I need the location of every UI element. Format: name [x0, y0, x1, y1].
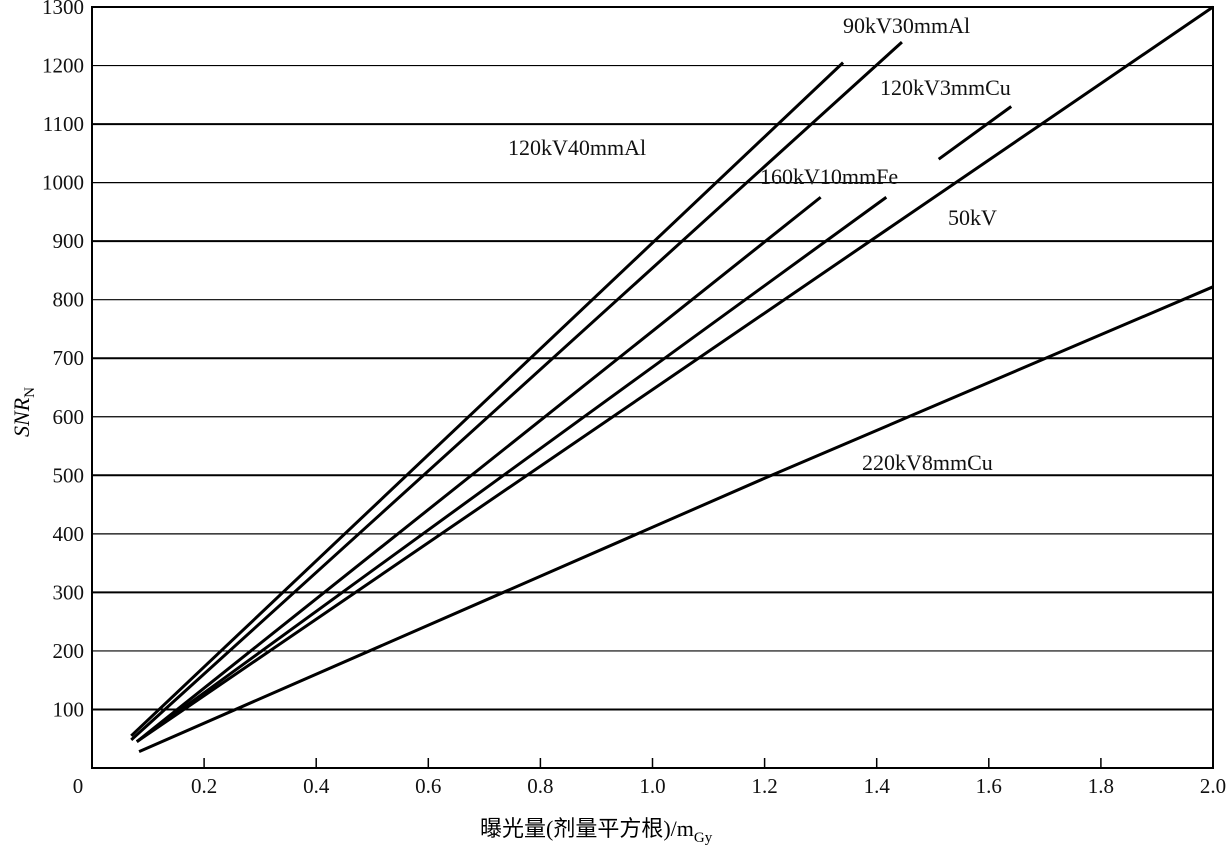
- x-tick-label: 0.8: [527, 774, 553, 798]
- series-90kv30mmal: [130, 41, 903, 742]
- x-tick-label: 1.8: [1088, 774, 1114, 798]
- y-tick-labels: 100 200 300 400 500 600 700 800 900 1000 1100 1200 1…: [42, 0, 84, 721]
- x-tick-label: 0.2: [191, 774, 217, 798]
- series-160kv10mmfe: [135, 196, 822, 743]
- y-axis-title: SNRN: [9, 387, 38, 437]
- series-labels: 90kV30mmAl 120kV3mmCu 120kV40mmAl 160kV1…: [508, 13, 1011, 475]
- y-tick-label: 400: [53, 522, 85, 546]
- y-tick-label: 700: [53, 346, 85, 370]
- label-50kv: 50kV: [948, 205, 997, 230]
- x-axis-title: 曝光量(剂量平方根)/mGy: [480, 816, 713, 846]
- series-120kv3mmcu: [135, 196, 888, 743]
- label-120kv40mmal: 120kV40mmAl: [508, 135, 646, 160]
- label-120kv3mmcu: 120kV3mmCu: [880, 75, 1011, 100]
- x-tick-label: 0.6: [415, 774, 441, 798]
- x-tick-label: 0: [73, 774, 84, 798]
- y-tick-label: 600: [53, 405, 85, 429]
- x-tick-label: 1.6: [976, 774, 1002, 798]
- x-axis-title-main: 曝光量(剂量平方根)/m: [480, 816, 694, 841]
- x-tick-label: 1.4: [864, 774, 891, 798]
- y-tick-label: 100: [53, 697, 85, 721]
- x-axis-title-sub: Gy: [694, 830, 713, 846]
- y-tick-label: 500: [53, 463, 85, 487]
- label-90kv30mmal: 90kV30mmAl: [843, 13, 970, 38]
- label-160kv10mmfe: 160kV10mmFe: [760, 164, 898, 189]
- series-120kv40mmal: [130, 61, 845, 737]
- x-tick-label: 1.0: [639, 774, 665, 798]
- y-tick-label: 200: [53, 639, 85, 663]
- y-tick-label: 900: [53, 229, 85, 253]
- y-tick-label: 1000: [42, 171, 84, 195]
- y-tick-label: 1200: [42, 54, 84, 78]
- x-tick-label: 2.0: [1200, 774, 1226, 798]
- y-tick-label: 1100: [43, 112, 84, 136]
- y-tick-label: 1300: [42, 0, 84, 19]
- series-lines: [130, 5, 1214, 753]
- y-tick-label: 800: [53, 288, 85, 312]
- plot-frame: [91, 6, 1214, 769]
- y-axis-title-main: SNR: [9, 397, 34, 437]
- x-tick-label: 0.4: [303, 774, 330, 798]
- x-tick-labels: 0 0.2 0.4 0.6 0.8 1.0 1.2 1.4 1.6 1.8 2.0: [73, 774, 1226, 798]
- series-50kv: [135, 5, 1214, 743]
- series-120kv3mmcu: [937, 105, 1013, 161]
- label-220kv8mmcu: 220kV8mmCu: [862, 450, 993, 475]
- series-220kv8mmcu: [138, 285, 1214, 753]
- y-tick-label: 300: [53, 580, 85, 604]
- y-axis-title-sub: N: [22, 387, 38, 398]
- x-tick-label: 1.2: [751, 774, 777, 798]
